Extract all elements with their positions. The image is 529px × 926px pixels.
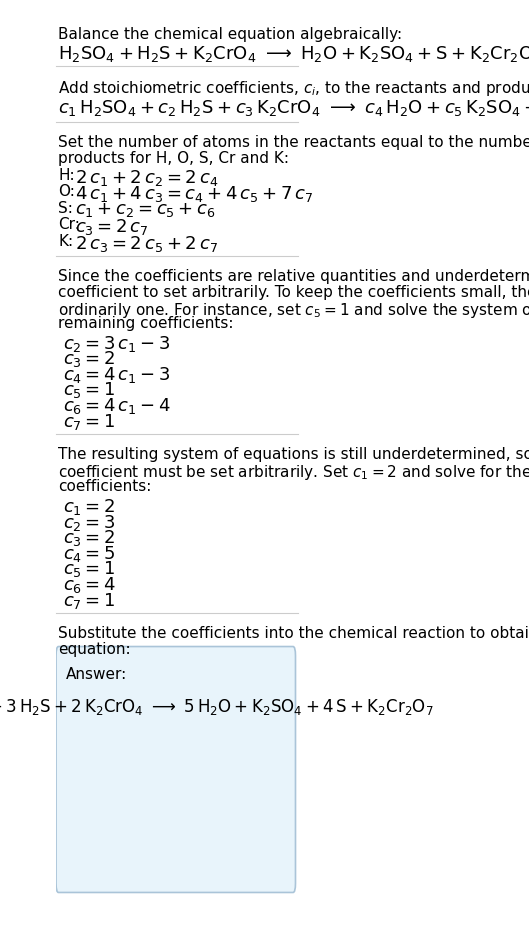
Text: $c_7 = 1$: $c_7 = 1$ [63, 412, 115, 432]
Text: $c_5 = 1$: $c_5 = 1$ [63, 381, 115, 400]
Text: products for H, O, S, Cr and K:: products for H, O, S, Cr and K: [59, 151, 289, 166]
Text: $c_4 = 5$: $c_4 = 5$ [63, 544, 116, 564]
Text: $c_4 = 4\,c_1 - 3$: $c_4 = 4\,c_1 - 3$ [63, 365, 171, 385]
Text: $c_3 = 2$: $c_3 = 2$ [63, 349, 115, 369]
Text: S:: S: [59, 201, 74, 216]
Text: $\mathrm{H_2SO_4 + H_2S + K_2CrO_4 \ \longrightarrow \ H_2O + K_2SO_4 + S + K_2C: $\mathrm{H_2SO_4 + H_2S + K_2CrO_4 \ \lo… [59, 44, 529, 64]
Text: $2\,c_1 + 2\,c_2 = 2\,c_4$: $2\,c_1 + 2\,c_2 = 2\,c_4$ [76, 168, 218, 187]
Text: $c_1 = 2$: $c_1 = 2$ [63, 497, 115, 517]
Text: Cr:: Cr: [59, 217, 80, 232]
Text: Substitute the coefficients into the chemical reaction to obtain the balanced: Substitute the coefficients into the che… [59, 626, 529, 642]
Text: coefficient must be set arbitrarily. Set $c_1 = 2$ and solve for the remaining: coefficient must be set arbitrarily. Set… [59, 463, 529, 482]
Text: $c_5 = 1$: $c_5 = 1$ [63, 559, 115, 580]
Text: Set the number of atoms in the reactants equal to the number of atoms in the: Set the number of atoms in the reactants… [59, 135, 529, 150]
Text: Add stoichiometric coefficients, $c_i$, to the reactants and products:: Add stoichiometric coefficients, $c_i$, … [59, 80, 529, 98]
Text: $c_2 = 3$: $c_2 = 3$ [63, 513, 116, 532]
Text: Answer:: Answer: [66, 667, 127, 682]
Text: Since the coefficients are relative quantities and underdetermined, choose a: Since the coefficients are relative quan… [59, 269, 529, 284]
Text: O:: O: [59, 184, 75, 199]
Text: coefficients:: coefficients: [59, 479, 152, 494]
Text: $4\,c_1 + 4\,c_3 = c_4 + 4\,c_5 + 7\,c_7$: $4\,c_1 + 4\,c_3 = c_4 + 4\,c_5 + 7\,c_7… [76, 184, 314, 204]
Text: K:: K: [59, 233, 74, 248]
Text: Balance the chemical equation algebraically:: Balance the chemical equation algebraica… [59, 27, 403, 42]
FancyBboxPatch shape [56, 646, 296, 893]
Text: The resulting system of equations is still underdetermined, so an additional: The resulting system of equations is sti… [59, 447, 529, 462]
Text: $2\,\mathrm{H_2SO_4} + 3\,\mathrm{H_2S} + 2\,\mathrm{K_2CrO_4} \ \longrightarrow: $2\,\mathrm{H_2SO_4} + 3\,\mathrm{H_2S} … [0, 697, 434, 717]
Text: coefficient to set arbitrarily. To keep the coefficients small, the arbitrary va: coefficient to set arbitrarily. To keep … [59, 285, 529, 300]
Text: $2\,c_3 = 2\,c_5 + 2\,c_7$: $2\,c_3 = 2\,c_5 + 2\,c_7$ [76, 233, 218, 254]
Text: H:: H: [59, 168, 75, 182]
Text: $c_6 = 4\,c_1 - 4$: $c_6 = 4\,c_1 - 4$ [63, 396, 171, 416]
Text: $c_6 = 4$: $c_6 = 4$ [63, 575, 116, 595]
Text: $c_7 = 1$: $c_7 = 1$ [63, 591, 115, 610]
Text: $c_3 = 2\,c_7$: $c_3 = 2\,c_7$ [76, 217, 149, 237]
Text: $c_3 = 2$: $c_3 = 2$ [63, 528, 115, 548]
Text: $c_1 + c_2 = c_5 + c_6$: $c_1 + c_2 = c_5 + c_6$ [76, 201, 216, 219]
Text: $c_2 = 3\,c_1 - 3$: $c_2 = 3\,c_1 - 3$ [63, 333, 171, 354]
Text: ordinarily one. For instance, set $c_5 = 1$ and solve the system of equations fo: ordinarily one. For instance, set $c_5 =… [59, 301, 529, 319]
Text: equation:: equation: [59, 642, 131, 657]
Text: $c_1\,\mathrm{H_2SO_4} + c_2\,\mathrm{H_2S} + c_3\,\mathrm{K_2CrO_4} \ \longrigh: $c_1\,\mathrm{H_2SO_4} + c_2\,\mathrm{H_… [59, 98, 529, 118]
Text: remaining coefficients:: remaining coefficients: [59, 316, 234, 332]
